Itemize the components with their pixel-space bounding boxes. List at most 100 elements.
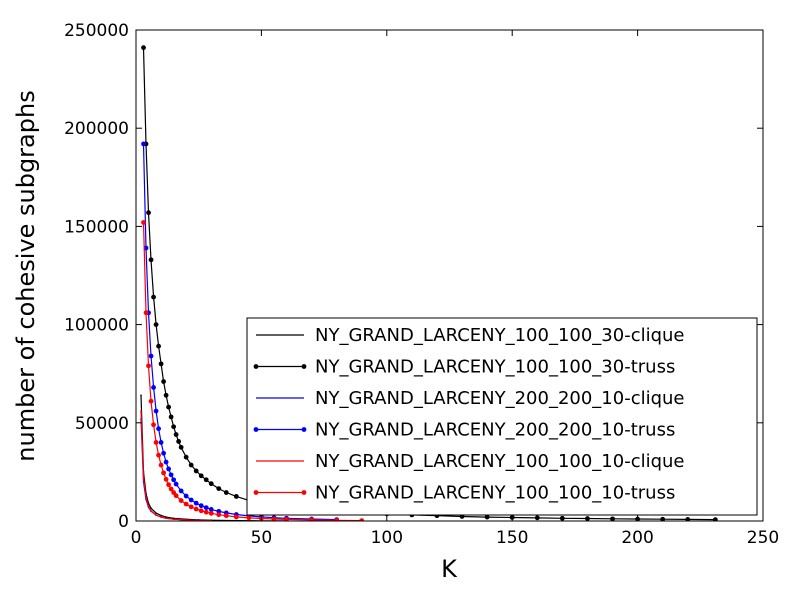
legend-entry-label: NY_GRAND_LARCENY_100_100_10-truss (315, 483, 675, 504)
data-point (193, 506, 199, 512)
data-point (203, 477, 209, 483)
data-point (148, 257, 154, 263)
data-point (198, 503, 204, 509)
data-point (208, 481, 214, 487)
legend-entry-label: NY_GRAND_LARCENY_200_200_10-truss (315, 420, 675, 441)
x-tick-label: 250 (747, 528, 779, 548)
data-point (233, 514, 239, 520)
plot-area (140, 45, 718, 521)
data-point (143, 310, 149, 316)
series-group (140, 45, 718, 521)
data-point (208, 510, 214, 516)
legend-marker (253, 427, 259, 432)
data-point (163, 459, 169, 465)
legend-entry-label: NY_GRAND_LARCENY_200_200_10-clique (315, 388, 685, 409)
data-point (161, 470, 166, 476)
x-axis-label: K (441, 555, 458, 583)
data-point (178, 444, 184, 450)
data-point (183, 501, 189, 507)
data-point (188, 504, 194, 510)
data-point (484, 514, 490, 520)
y-axis-label: number of cohesive subgraphs (12, 90, 40, 461)
data-point (585, 516, 590, 521)
data-point (153, 322, 159, 327)
data-point (216, 486, 222, 491)
plot-frame (135, 29, 764, 522)
data-point (193, 468, 199, 474)
data-point (160, 516, 162, 518)
legend-marker (301, 490, 307, 495)
data-point (141, 45, 146, 51)
legend-entry-label: NY_GRAND_LARCENY_100_100_30-truss (315, 357, 675, 378)
data-point (610, 516, 615, 521)
data-point (165, 517, 167, 519)
data-point (223, 490, 229, 495)
data-point (141, 220, 146, 225)
data-point (172, 517, 175, 519)
data-point (141, 141, 146, 147)
x-tick-label: 100 (371, 528, 403, 548)
data-point (163, 476, 169, 482)
data-point (334, 517, 340, 521)
legend-marker (301, 427, 307, 432)
data-point (155, 512, 157, 514)
data-point (163, 392, 169, 398)
data-point (145, 496, 147, 499)
data-point (158, 361, 164, 367)
x-tick-label: 200 (621, 528, 653, 548)
data-point (685, 517, 691, 521)
data-point (146, 210, 151, 216)
data-point (193, 500, 199, 506)
data-point (271, 516, 277, 521)
data-point (216, 512, 222, 518)
data-point (148, 353, 154, 359)
data-point (183, 493, 189, 499)
data-point (155, 514, 157, 516)
data-point (172, 518, 175, 520)
data-point (198, 508, 204, 514)
data-point (148, 398, 154, 404)
data-point (178, 498, 184, 503)
data-point (173, 493, 179, 499)
legend-entry-label: NY_GRAND_LARCENY_100_100_10-clique (315, 451, 685, 472)
data-point (559, 515, 565, 521)
data-point (166, 466, 172, 472)
y-tick-label: 0 (118, 512, 129, 532)
y-tick-label: 150000 (64, 217, 129, 237)
legend-marker (253, 490, 259, 495)
x-tick-label: 150 (496, 528, 528, 548)
data-point (161, 450, 166, 456)
data-point (173, 481, 179, 487)
data-point (161, 379, 166, 384)
data-point (168, 472, 174, 478)
data-point (188, 462, 194, 468)
data-point (166, 404, 172, 410)
data-point (284, 517, 289, 521)
data-point (146, 363, 151, 369)
data-point (166, 482, 172, 488)
data-point (151, 385, 156, 390)
data-point (140, 410, 142, 412)
data-point (151, 294, 156, 300)
data-point (223, 513, 229, 519)
data-point (171, 424, 177, 430)
data-point (150, 510, 152, 512)
data-point (153, 440, 159, 445)
data-point (151, 422, 156, 428)
data-point (208, 507, 214, 512)
data-point (165, 516, 167, 518)
y-tick-label: 200000 (64, 119, 129, 139)
data-point (534, 515, 540, 521)
legend-box (246, 317, 758, 516)
data-point (173, 432, 179, 437)
data-point (198, 473, 204, 479)
data-point (147, 505, 150, 507)
data-point (156, 343, 161, 349)
legend: NY_GRAND_LARCENY_100_100_30-clique NY_GRA… (246, 317, 758, 516)
x-tick-label: 50 (251, 528, 273, 548)
data-point (233, 494, 239, 499)
data-point (359, 518, 365, 521)
y-tick-label: 100000 (64, 316, 129, 336)
data-point (150, 507, 152, 509)
